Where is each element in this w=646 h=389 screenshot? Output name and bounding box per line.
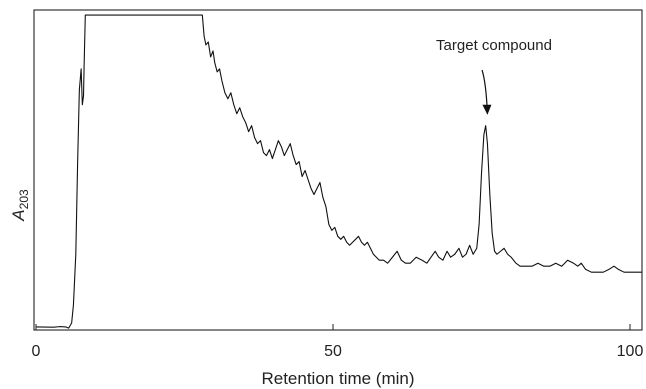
x-tick-label: 0 — [32, 343, 41, 360]
x-axis: 0 50 100 — [32, 324, 644, 360]
plot-area — [35, 14, 642, 329]
plot-frame — [33, 9, 643, 331]
x-axis-title: Retention time (min) — [261, 369, 414, 388]
y-axis-title: A203 — [9, 189, 31, 222]
annotation-arrowhead — [482, 104, 492, 115]
annotation-layer: Target compound — [436, 37, 552, 115]
x-tick-label: 100 — [617, 343, 644, 360]
y-axis-title-sub: 203 — [17, 189, 31, 209]
chromatogram-trace-0 — [35, 14, 642, 329]
y-axis-title-main: A — [9, 209, 28, 221]
annotation-label: Target compound — [436, 37, 552, 54]
x-tick-label: 50 — [324, 343, 342, 360]
